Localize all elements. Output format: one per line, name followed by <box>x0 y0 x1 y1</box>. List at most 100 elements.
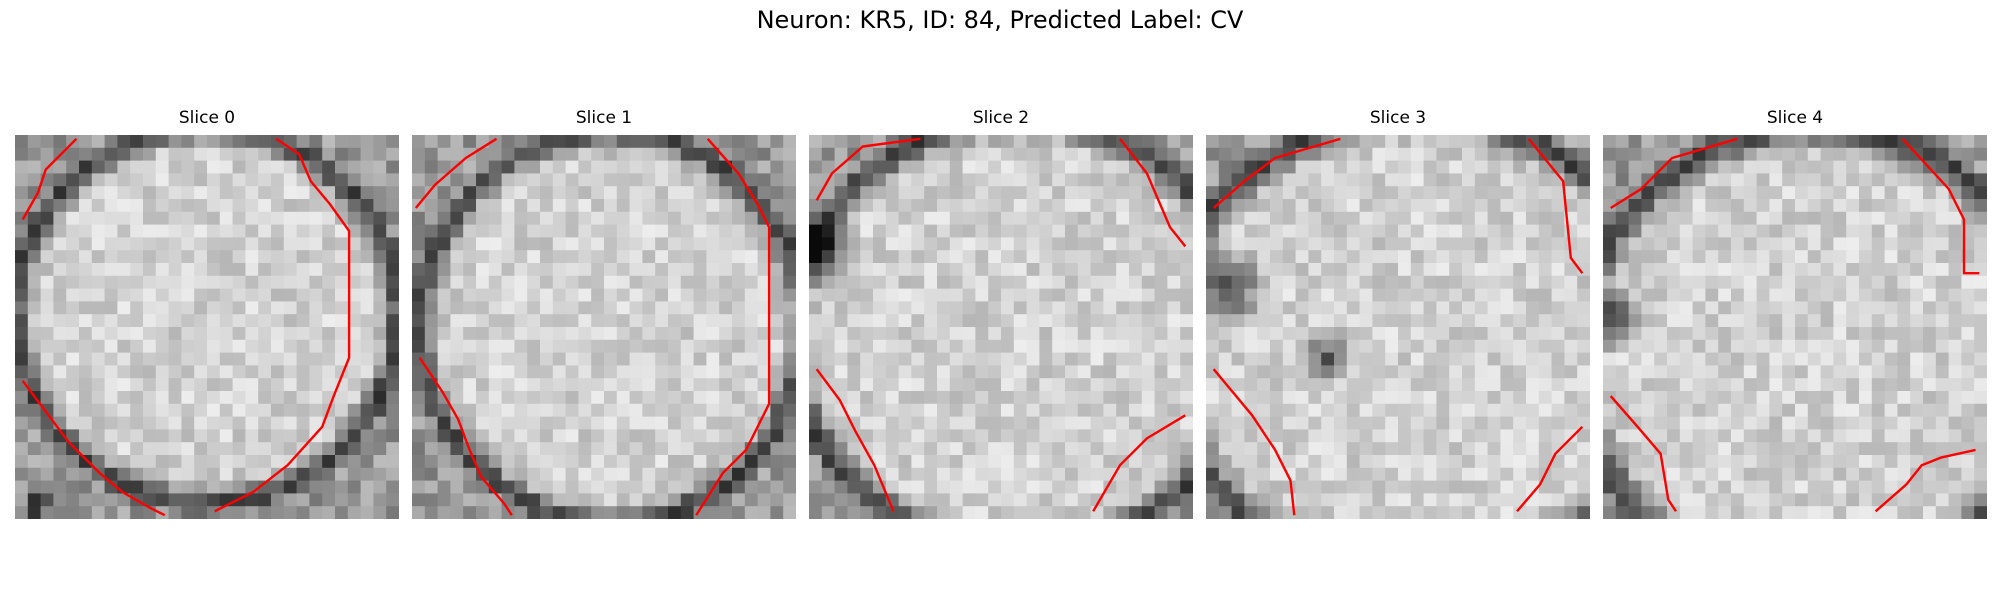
pixel <box>744 327 758 341</box>
pixel <box>1603 378 1617 392</box>
pixel <box>1756 135 1770 149</box>
pixel <box>680 263 694 277</box>
pixel <box>770 391 784 405</box>
pixel <box>873 135 887 149</box>
pixel <box>719 339 733 353</box>
pixel <box>783 493 796 507</box>
pixel <box>1923 403 1937 417</box>
pixel <box>783 237 796 251</box>
pixel <box>1923 263 1937 277</box>
pixel <box>1039 237 1053 251</box>
pixel <box>1372 237 1386 251</box>
pixel <box>783 327 796 341</box>
pixel <box>194 339 208 353</box>
pixel <box>424 403 438 417</box>
pixel <box>245 455 259 469</box>
pixel <box>949 480 963 494</box>
pixel <box>1833 186 1847 200</box>
pixel <box>1654 327 1668 341</box>
pixel <box>1103 455 1117 469</box>
pixel <box>1628 263 1642 277</box>
pixel <box>424 211 438 225</box>
pixel <box>1859 250 1873 264</box>
pixel <box>1449 365 1463 379</box>
pixel <box>1948 416 1962 430</box>
pixel <box>1551 455 1565 469</box>
pixel <box>1961 403 1975 417</box>
pixel <box>1231 186 1245 200</box>
pixel <box>207 327 221 341</box>
pixel <box>1026 442 1040 456</box>
pixel <box>1500 339 1514 353</box>
pixel <box>1577 442 1590 456</box>
pixel <box>1141 480 1155 494</box>
pixel <box>860 237 874 251</box>
pixel <box>629 391 643 405</box>
pixel <box>898 429 912 443</box>
pixel <box>1500 391 1514 405</box>
pixel <box>834 327 848 341</box>
pixel <box>1167 263 1181 277</box>
pixel <box>1526 429 1540 443</box>
pixel <box>1449 173 1463 187</box>
pixel <box>1807 327 1821 341</box>
pixel <box>1577 288 1590 302</box>
pixel <box>1385 199 1399 213</box>
pixel <box>1538 352 1552 366</box>
pixel <box>1948 391 1962 405</box>
pixel <box>1782 403 1796 417</box>
pixel <box>412 160 426 174</box>
pixel <box>322 263 336 277</box>
pixel <box>1282 339 1296 353</box>
pixel <box>911 199 925 213</box>
pixel <box>258 442 272 456</box>
pixel <box>335 352 349 366</box>
pixel <box>732 224 746 238</box>
pixel <box>873 403 887 417</box>
pixel <box>1167 391 1181 405</box>
pixel <box>1910 327 1924 341</box>
contour-line <box>1092 414 1186 512</box>
pixel <box>1398 199 1412 213</box>
pixel <box>1948 211 1962 225</box>
pixel <box>1410 275 1424 289</box>
pixel <box>1462 429 1476 443</box>
pixel <box>1731 442 1745 456</box>
pixel <box>194 314 208 328</box>
pixel <box>809 237 823 251</box>
pixel <box>322 160 336 174</box>
pixel <box>1871 480 1885 494</box>
pixel <box>937 416 951 430</box>
pixel <box>706 467 720 481</box>
pixel <box>1065 160 1079 174</box>
pixel <box>347 199 361 213</box>
pixel <box>1013 263 1027 277</box>
pixel <box>130 224 144 238</box>
pixel <box>1974 327 1987 341</box>
pixel <box>15 455 29 469</box>
pixel <box>1372 403 1386 417</box>
pixel <box>1551 429 1565 443</box>
pixel <box>1603 211 1617 225</box>
pixel <box>1398 352 1412 366</box>
pixel <box>1141 250 1155 264</box>
pixel <box>232 211 246 225</box>
pixel <box>207 378 221 392</box>
pixel <box>706 506 720 519</box>
pixel <box>1935 263 1949 277</box>
pixel <box>347 378 361 392</box>
pixel <box>1308 301 1322 315</box>
pixel <box>1500 186 1514 200</box>
pixel <box>219 211 233 225</box>
pixel <box>1487 442 1501 456</box>
pixel <box>91 416 105 430</box>
pixel <box>629 263 643 277</box>
pixel <box>283 263 297 277</box>
pixel <box>130 237 144 251</box>
pixel <box>1244 442 1258 456</box>
pixel <box>1231 314 1245 328</box>
pixel <box>1359 391 1373 405</box>
pixel <box>680 403 694 417</box>
pixel <box>1526 352 1540 366</box>
pixel <box>1423 403 1437 417</box>
